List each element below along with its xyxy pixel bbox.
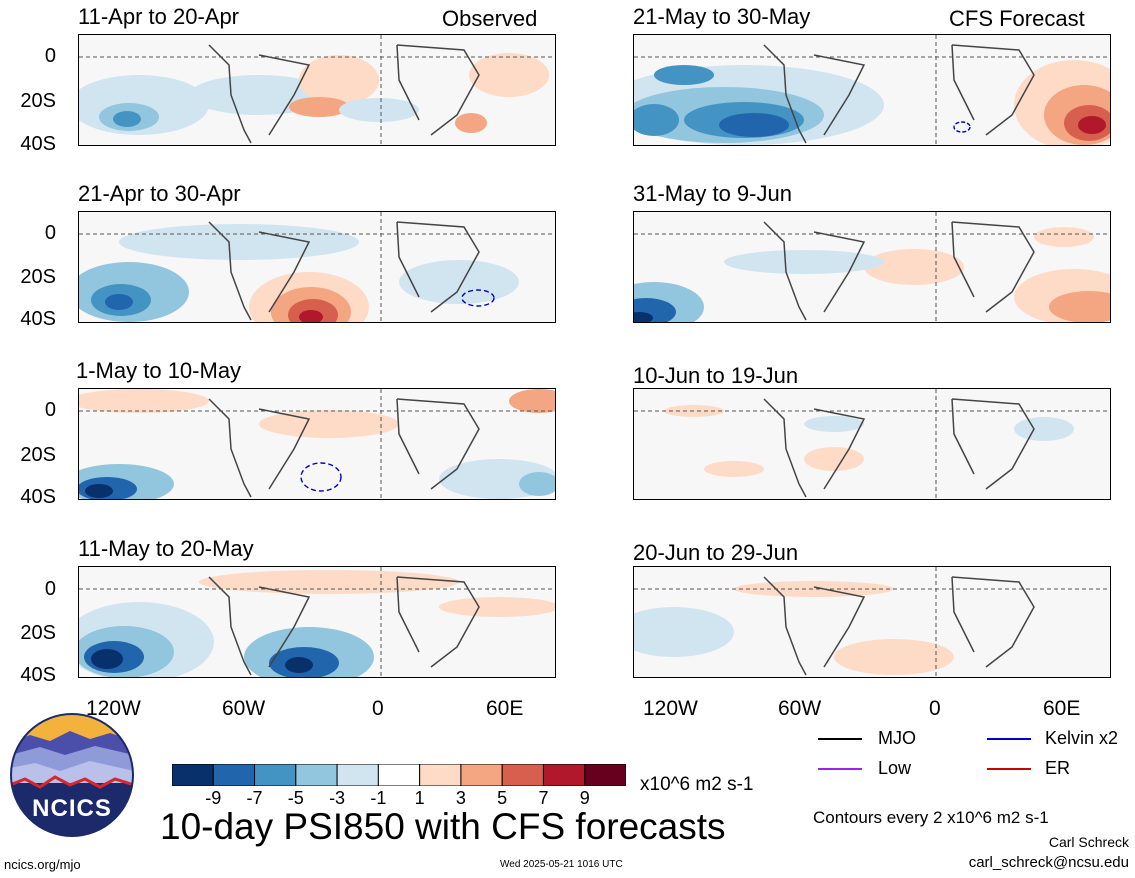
map-panel-obs1 — [78, 34, 556, 146]
map-panel-fc2 — [633, 211, 1111, 323]
ytick-0-row2: 0 — [44, 222, 56, 244]
colorbar-swatch — [584, 764, 626, 786]
contour-note: Contours every 2 x10^6 m2 s-1 — [813, 808, 1049, 827]
colorbar-swatch — [501, 764, 544, 786]
map-panel-obs2 — [78, 211, 556, 323]
panel-title-fc3: 10-Jun to 19-Jun — [633, 363, 799, 388]
colorbar — [172, 764, 626, 786]
colorbar-tick-label: -7 — [246, 788, 263, 808]
forecast-label: CFS Forecast — [949, 6, 1085, 31]
xtick-60e-right: 60E — [1043, 697, 1081, 720]
xtick-60w-right: 60W — [778, 697, 822, 720]
map-panel-fc3 — [633, 388, 1111, 500]
map-canvas — [79, 567, 555, 677]
panel-title-fc2: 31-May to 9-Jun — [633, 181, 792, 206]
ytick-20s-row1: 20S — [20, 90, 56, 112]
colorbar-tick-label: 3 — [455, 788, 466, 808]
colorbar-tick-label: 9 — [579, 788, 590, 808]
legend-line-mjo — [818, 738, 862, 740]
colorbar-tick-label: 5 — [497, 788, 508, 808]
legend-line-kelvin — [987, 738, 1031, 740]
ytick-20s-row2: 20S — [20, 266, 56, 288]
map-panel-obs4 — [78, 566, 556, 678]
map-canvas — [79, 212, 555, 322]
xtick-0-right: 0 — [929, 697, 941, 720]
ncics-logo-icon — [10, 713, 134, 837]
colorbar-tick-label: -1 — [370, 788, 387, 808]
observed-label: Observed — [442, 6, 538, 31]
panel-title-obs3: 1-May to 10-May — [76, 358, 242, 383]
ytick-0-row3: 0 — [44, 399, 56, 421]
map-canvas — [79, 389, 555, 499]
colorbar-swatch — [295, 764, 338, 786]
ncics-logo: NCICS — [10, 713, 134, 837]
website-link[interactable]: ncics.org/mjo — [4, 857, 81, 872]
legend-label-er: ER — [1045, 758, 1071, 778]
map-canvas — [634, 212, 1110, 322]
ytick-40s-row1: 40S — [20, 133, 56, 155]
legend-label-mjo: MJO — [878, 728, 916, 748]
ytick-20s-row3: 20S — [20, 444, 56, 466]
colorbar-swatch — [419, 764, 462, 786]
xtick-60w-left: 60W — [222, 697, 266, 720]
colorbar-tick-label: 7 — [538, 788, 549, 808]
map-canvas — [634, 389, 1110, 499]
colorbar-tick-label: 1 — [414, 788, 425, 808]
colorbar-swatch — [172, 764, 214, 786]
map-canvas — [634, 567, 1110, 677]
map-canvas — [79, 35, 555, 145]
map-panel-obs3 — [78, 388, 556, 500]
xtick-0-left: 0 — [372, 697, 384, 720]
colorbar-tick-label: -5 — [287, 788, 304, 808]
ytick-0-row4: 0 — [44, 578, 56, 600]
legend-line-er — [987, 768, 1031, 770]
colorbar-swatch — [542, 764, 586, 786]
legend-label-low: Low — [878, 758, 912, 778]
colorbar-swatch — [377, 764, 421, 786]
colorbar-tick-label: -9 — [205, 788, 222, 808]
legend-label-kelvin: Kelvin x2 — [1045, 728, 1119, 748]
map-panel-fc4 — [633, 566, 1111, 678]
colorbar-tick-label: -3 — [329, 788, 346, 808]
legend-line-low — [818, 768, 862, 770]
ytick-0-row1: 0 — [44, 45, 56, 67]
panel-title-fc1: 21-May to 30-May — [633, 4, 811, 29]
colorbar-swatch — [254, 764, 297, 786]
colorbar-units: x10^6 m2 s-1 — [640, 774, 754, 795]
panel-title-obs1: 11-Apr to 20-Apr — [78, 4, 240, 29]
timestamp: Wed 2025-05-21 1016 UTC — [500, 859, 623, 870]
ytick-40s-row2: 40S — [20, 308, 56, 330]
main-title: 10-day PSI850 with CFS forecasts — [160, 806, 726, 847]
colorbar-swatch — [336, 764, 379, 786]
panel-title-obs2: 21-Apr to 30-Apr — [78, 181, 241, 206]
colorbar-swatch — [212, 764, 256, 786]
xtick-60e-left: 60E — [486, 697, 524, 720]
panel-title-obs4: 11-May to 20-May — [78, 536, 254, 561]
colorbar-swatch — [460, 764, 503, 786]
logo-text: NCICS — [32, 795, 112, 822]
map-canvas — [634, 35, 1110, 145]
author-email[interactable]: carl_schreck@ncsu.edu — [968, 854, 1129, 871]
author: Carl Schreck — [1048, 834, 1129, 850]
panel-title-fc4: 20-Jun to 29-Jun — [633, 540, 799, 565]
ytick-40s-row4: 40S — [20, 664, 56, 686]
map-panel-fc1 — [633, 34, 1111, 146]
xtick-120w-left: 120W — [86, 697, 141, 720]
ytick-40s-row3: 40S — [20, 486, 56, 508]
ytick-20s-row4: 20S — [20, 622, 56, 644]
xtick-120w-right: 120W — [643, 697, 698, 720]
